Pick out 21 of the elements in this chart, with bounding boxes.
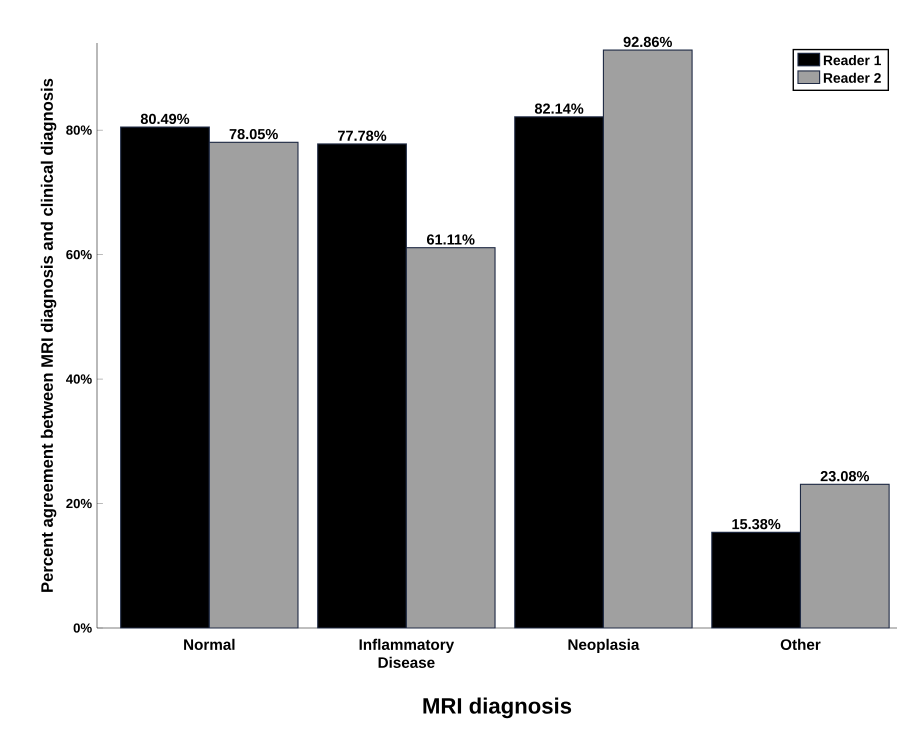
y-tick-label: 40% (66, 374, 92, 384)
x-tick-label: Other (780, 638, 821, 650)
y-tick-label: 60% (66, 250, 92, 260)
x-tick-label: Normal (184, 638, 234, 650)
data-label: 78.05% (230, 128, 278, 140)
data-label: 23.08% (820, 471, 870, 482)
y-axis-title: Percent agreement between MRI diagnosis and clinical diagnosis (40, 78, 56, 592)
x-tick-label: Inflammatory Disease (360, 638, 454, 668)
data-label: 61.11% (426, 234, 475, 245)
data-label: 80.49% (140, 114, 190, 124)
y-tick-label: 80% (66, 125, 92, 135)
data-label: 82.14% (534, 103, 584, 114)
y-tick-label: 0% (74, 623, 92, 633)
x-tick-label: Neoplasia (568, 638, 640, 653)
data-label: 15.38% (732, 518, 780, 530)
data-label: 92.86% (624, 36, 672, 48)
data-label: 77.78% (338, 130, 386, 141)
legend-label: Reader 2 (824, 72, 881, 83)
x-axis-title: MRI diagnosis (423, 697, 572, 718)
legend-label: Reader 1 (824, 55, 882, 66)
y-tick-label: 20% (66, 498, 92, 508)
